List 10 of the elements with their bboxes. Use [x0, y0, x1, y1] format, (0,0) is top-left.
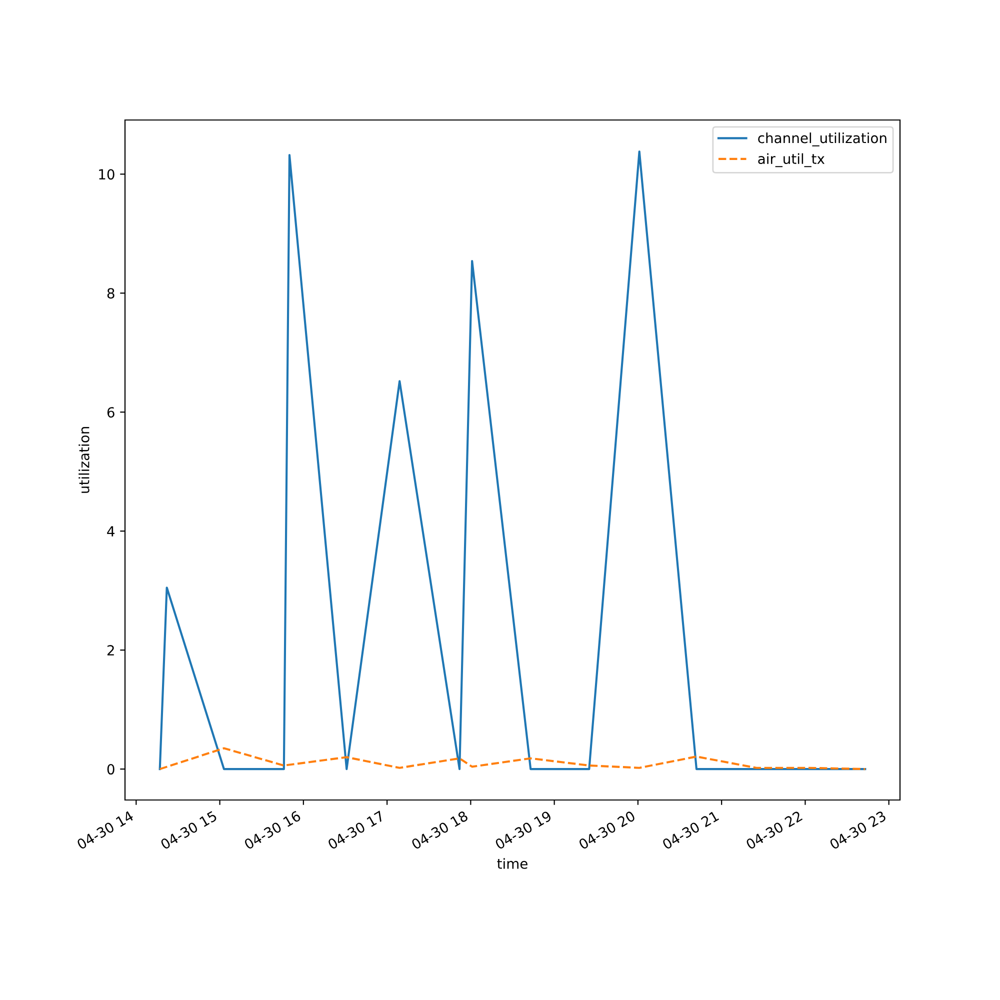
y-tick-label: 8 [107, 288, 114, 299]
legend-label: air_util_tx [758, 153, 825, 168]
y-tick-label: 0 [107, 764, 114, 775]
y-tick-label: 6 [107, 407, 114, 418]
y-tick-label: 10 [99, 169, 114, 180]
legend-label: channel_utilization [758, 132, 886, 146]
y-axis-title: utilization [78, 427, 90, 493]
y-tick-label: 4 [107, 526, 114, 536]
y-tick-label: 2 [107, 645, 114, 656]
x-axis-title: time [497, 858, 528, 869]
